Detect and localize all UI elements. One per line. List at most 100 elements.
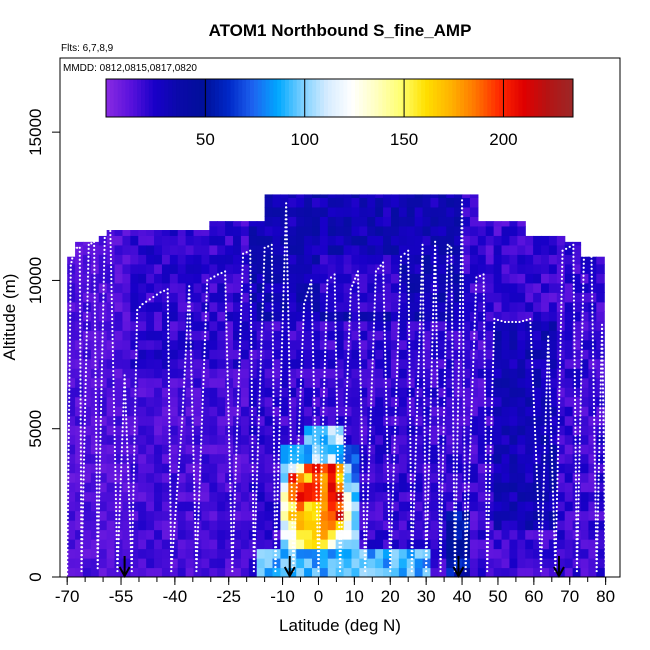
heatmap-cell (469, 263, 479, 274)
heatmap-cell (248, 225, 258, 236)
heatmap-cell (367, 194, 376, 198)
heatmap-cell (272, 425, 282, 436)
heatmap-cell (67, 482, 76, 493)
heatmap-cell (359, 301, 368, 312)
heatmap-cell (525, 510, 534, 521)
track-point (198, 486, 201, 489)
heatmap-cell (541, 463, 550, 474)
track-point (197, 506, 200, 509)
track-point (69, 280, 72, 283)
track-point (289, 414, 292, 417)
heatmap-cell (75, 301, 84, 312)
track-point (285, 246, 289, 249)
track-point (256, 450, 259, 453)
track-point (393, 446, 396, 449)
heatmap-cell (146, 301, 155, 312)
heatmap-cell (193, 482, 203, 493)
track-point (372, 342, 375, 345)
track-point (225, 322, 228, 325)
heatmap-cell (225, 235, 234, 246)
heatmap-cell (256, 501, 266, 512)
heatmap-cell (462, 330, 471, 341)
track-point (367, 474, 370, 477)
track-point (111, 361, 115, 365)
track-point (251, 429, 254, 433)
heatmap-cell (296, 301, 305, 312)
heatmap-cell (288, 320, 297, 331)
heatmap-cell (533, 282, 542, 293)
track-point (98, 471, 101, 474)
heatmap-cell (217, 472, 226, 483)
track-point (387, 489, 390, 493)
track-point (343, 441, 347, 444)
heatmap-cell (272, 387, 282, 398)
track-point (273, 526, 276, 529)
track-point (257, 422, 260, 425)
heatmap-cell (556, 548, 566, 559)
track-point (291, 533, 294, 537)
heatmap-cell (193, 230, 203, 236)
track-point (186, 321, 189, 324)
heatmap-cell (193, 425, 203, 436)
heatmap-cell (588, 482, 597, 493)
track-point (263, 250, 266, 253)
track-point (110, 289, 113, 293)
track-point (286, 274, 289, 277)
heatmap-cell (177, 510, 187, 521)
heatmap-cell (233, 387, 242, 398)
heatmap-cell (106, 548, 116, 559)
track-point (131, 541, 134, 545)
track-point (318, 542, 321, 545)
heatmap-cell (264, 396, 274, 407)
heatmap-cell (154, 510, 163, 521)
track-point (98, 495, 101, 498)
heatmap-cell (548, 339, 558, 350)
heatmap-cell (319, 510, 329, 521)
track-point (282, 302, 285, 305)
heatmap-cell (533, 358, 542, 369)
heatmap-cell (193, 415, 203, 426)
track-point (408, 365, 411, 368)
heatmap-cell (501, 320, 511, 331)
heatmap-cell (256, 529, 266, 540)
heatmap-cell (327, 491, 337, 502)
track-point (87, 247, 90, 250)
track-point (132, 465, 136, 468)
heatmap-cell (217, 425, 226, 436)
heatmap-cell (509, 320, 518, 331)
heatmap-cell (280, 434, 289, 445)
heatmap-cell (572, 396, 582, 407)
heatmap-cell (390, 558, 400, 569)
track-point (168, 473, 172, 476)
track-point (110, 273, 113, 277)
track-point (115, 509, 118, 513)
track-point (93, 328, 97, 331)
heatmap-cell (296, 254, 305, 265)
heatmap-cell (406, 548, 416, 559)
track-point (233, 489, 237, 492)
track-point (68, 376, 71, 379)
heatmap-cell (193, 235, 203, 246)
track-point (125, 434, 128, 437)
heatmap-cell (430, 558, 439, 569)
heatmap-cell (209, 358, 218, 369)
track-point (93, 312, 96, 315)
track-point (224, 290, 227, 293)
heatmap-cell (548, 406, 558, 417)
heatmap-cell (146, 244, 155, 255)
heatmap-cell (525, 330, 534, 341)
heatmap-cell (375, 330, 384, 341)
heatmap-cell (406, 463, 416, 474)
heatmap-cell (446, 225, 455, 236)
heatmap-cell (430, 529, 439, 540)
track-point (298, 426, 301, 429)
heatmap-cell (359, 463, 368, 474)
heatmap-cell (106, 320, 116, 331)
track-point (99, 407, 103, 411)
track-point (253, 550, 256, 553)
heatmap-cell (414, 567, 424, 577)
heatmap-cell (122, 377, 131, 388)
track-point (189, 337, 192, 340)
heatmap-cell (446, 453, 455, 464)
heatmap-cell (319, 396, 329, 407)
